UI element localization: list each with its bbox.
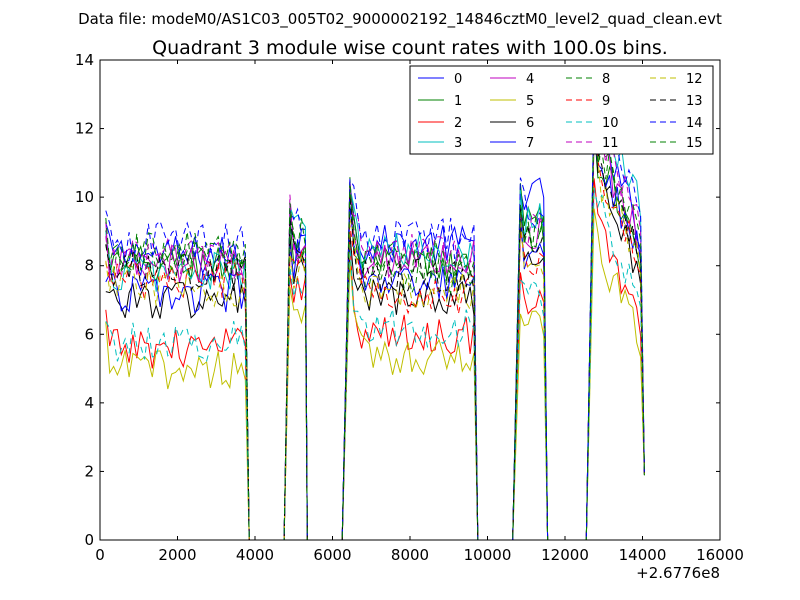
x-tick-label: 8000 bbox=[391, 546, 429, 564]
y-tick-label: 10 bbox=[75, 188, 94, 206]
legend-label-3: 3 bbox=[454, 136, 462, 151]
series-line-1 bbox=[105, 124, 645, 540]
series-line-7 bbox=[105, 133, 645, 540]
series-line-9 bbox=[105, 124, 645, 540]
legend-label-10: 10 bbox=[602, 116, 619, 131]
y-tick-label: 2 bbox=[84, 462, 94, 480]
x-tick-label: 12000 bbox=[541, 546, 589, 564]
legend-label-13: 13 bbox=[686, 94, 703, 109]
x-offset-label: +2.6776e8 bbox=[636, 564, 720, 582]
chart-suptitle: Data file: modeM0/AS1C03_005T02_90000021… bbox=[78, 10, 722, 29]
x-axis: 0 2000 4000 6000 8000 10000 12000 14000 16000 bbox=[95, 60, 744, 564]
y-tick-label: 0 bbox=[84, 531, 94, 549]
series-layer bbox=[105, 91, 645, 540]
legend-label-9: 9 bbox=[602, 94, 610, 109]
legend-label-15: 15 bbox=[686, 136, 703, 151]
x-tick-label: 2000 bbox=[158, 546, 196, 564]
legend-label-0: 0 bbox=[454, 72, 462, 87]
series-line-2 bbox=[105, 178, 645, 540]
legend-label-5: 5 bbox=[526, 94, 534, 109]
legend-box bbox=[409, 65, 714, 155]
series-line-0 bbox=[105, 112, 645, 540]
legend-label-6: 6 bbox=[526, 116, 534, 131]
series-line-11 bbox=[105, 100, 645, 540]
legend-label-4: 4 bbox=[526, 72, 534, 87]
y-tick-label: 14 bbox=[75, 51, 94, 69]
x-tick-label: 14000 bbox=[619, 546, 667, 564]
legend-label-8: 8 bbox=[602, 72, 610, 87]
x-tick-label: 4000 bbox=[236, 546, 274, 564]
chart-title: Quadrant 3 module wise count rates with … bbox=[152, 37, 668, 59]
series-line-4 bbox=[105, 113, 645, 540]
x-tick-label: 6000 bbox=[313, 546, 351, 564]
y-tick-label: 6 bbox=[84, 325, 94, 343]
x-tick-label: 16000 bbox=[696, 546, 744, 564]
legend-label-2: 2 bbox=[454, 116, 462, 131]
x-tick-label: 0 bbox=[95, 546, 105, 564]
legend-label-1: 1 bbox=[454, 94, 462, 109]
series-line-10 bbox=[105, 187, 645, 540]
x-tick-label: 10000 bbox=[464, 546, 512, 564]
series-line-6 bbox=[105, 124, 645, 540]
legend-label-11: 11 bbox=[602, 136, 619, 151]
series-line-15 bbox=[105, 109, 645, 540]
y-tick-label: 4 bbox=[84, 394, 94, 412]
series-line-3 bbox=[105, 91, 645, 540]
series-line-5 bbox=[105, 208, 645, 540]
legend-label-7: 7 bbox=[526, 136, 534, 151]
series-line-12 bbox=[105, 133, 645, 540]
legend-label-14: 14 bbox=[686, 116, 703, 131]
y-tick-label: 8 bbox=[84, 257, 94, 275]
series-line-13 bbox=[105, 104, 645, 540]
legend-label-12: 12 bbox=[686, 72, 703, 87]
series-line-14 bbox=[105, 93, 645, 540]
y-tick-label: 12 bbox=[75, 120, 94, 138]
